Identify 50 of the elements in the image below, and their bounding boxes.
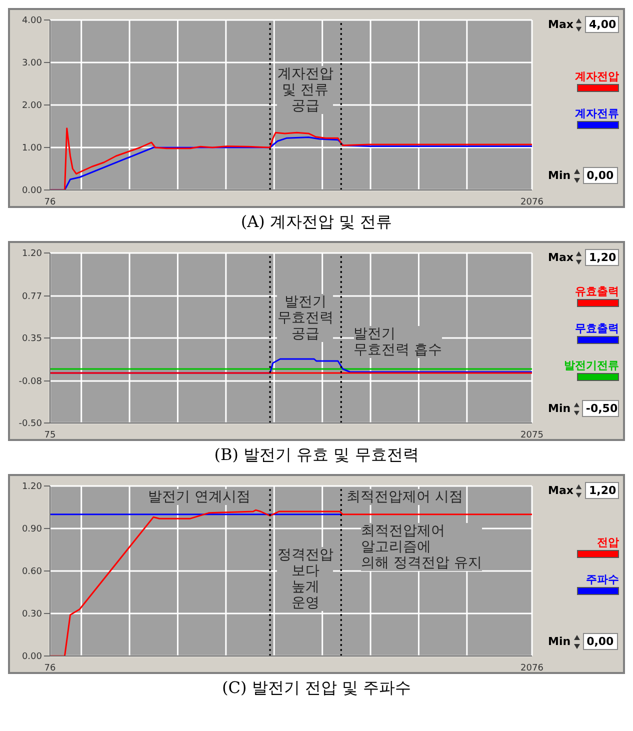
y-tick-label: 0.30: [22, 610, 42, 620]
text: Min: [548, 169, 571, 182]
text: (A) 계자전압 및 전류: [240, 212, 394, 233]
y-tick-label: 0.77: [22, 292, 42, 302]
text: 무효출력: [575, 322, 619, 334]
y-tick-label: 2.00: [22, 101, 42, 112]
y-tick-label: -0.50: [18, 419, 42, 430]
y-tick-label: 3.00: [22, 58, 42, 69]
x-tick-label: 76: [44, 663, 56, 674]
y-tick-label: 0.35: [22, 334, 42, 344]
text: Min: [548, 402, 571, 415]
annotation: 계자전압 및 전류 공급: [277, 66, 334, 114]
number-field: 1,20: [585, 482, 619, 499]
y-tick-label: 1.00: [22, 144, 42, 154]
text: (C) 발전기 전압 및 주파수: [220, 678, 412, 699]
annotation: 정격전압 보다 높게 운영: [277, 547, 334, 612]
text: 전압: [597, 536, 619, 549]
text: Max: [548, 18, 574, 31]
text: (B) 발전기 유효 및 무효전력: [213, 445, 420, 466]
text: 유효출력: [575, 284, 619, 298]
text: Min: [548, 635, 571, 648]
y-tick-label: 4.00: [22, 16, 42, 26]
number-field: -0,50: [582, 400, 619, 417]
y-tick-label: -0.08: [18, 377, 42, 388]
number-field: 1,20: [585, 249, 619, 266]
text: 발전기전류: [564, 358, 619, 372]
text: 주파수: [586, 573, 619, 586]
text: Max: [548, 251, 574, 264]
x-tick-label: 76: [44, 197, 56, 208]
y-tick-label: 0.90: [22, 524, 42, 535]
x-tick-label: 75: [44, 430, 56, 440]
number-field: 0,00: [582, 633, 618, 650]
x-tick-label: 2075: [520, 430, 544, 440]
y-tick-label: 0.00: [22, 186, 42, 196]
annotation: 발전기 연계시점: [148, 489, 251, 506]
annotation: 발전기 무효전력 흡수: [354, 326, 442, 358]
text: Max: [548, 484, 574, 497]
text: 계자전압: [575, 70, 619, 83]
x-tick-label: 2076: [520, 197, 544, 208]
y-tick-label: 1.20: [22, 482, 42, 492]
number-field: 0,00: [582, 167, 618, 184]
annotation: 최적전압제어 시점: [346, 489, 463, 506]
annotation: 최적전압제어 알고리즘에 의해 정격전압 유지: [360, 523, 482, 572]
annotation: 발전기 무효전력 공급: [277, 294, 334, 342]
y-tick-label: 1.20: [22, 249, 42, 260]
y-tick-label: 0.60: [22, 567, 42, 578]
number-field: 4,00: [585, 16, 619, 33]
x-tick-label: 2076: [520, 663, 544, 674]
text: 계자전류: [575, 107, 619, 120]
y-tick-label: 0.00: [22, 652, 42, 662]
